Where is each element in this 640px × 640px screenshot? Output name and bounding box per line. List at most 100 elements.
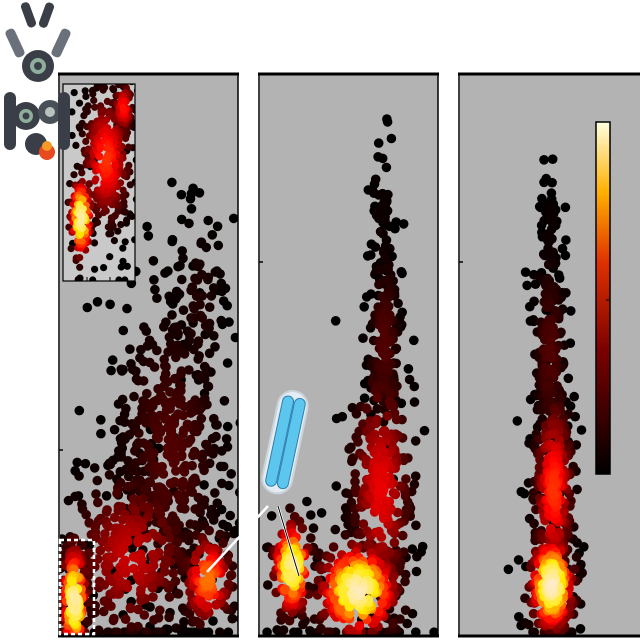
left-panel bbox=[58, 53, 257, 638]
scatter-point bbox=[106, 365, 116, 376]
scatter-point bbox=[68, 131, 76, 140]
scatter-point bbox=[102, 155, 110, 163]
scatter-point bbox=[528, 608, 539, 619]
scatter-point bbox=[100, 264, 108, 272]
scatter-point bbox=[353, 437, 363, 447]
scatter-point bbox=[534, 462, 545, 473]
scatter-point bbox=[83, 108, 91, 116]
scatter-point bbox=[400, 509, 411, 519]
scatter-point bbox=[91, 265, 99, 273]
scatter-point bbox=[328, 542, 339, 552]
scatter-point bbox=[182, 557, 192, 567]
scatter-point bbox=[155, 427, 166, 438]
scatter-point bbox=[377, 598, 388, 608]
capsule-cell-icon bbox=[261, 390, 309, 495]
scatter-point bbox=[225, 510, 235, 521]
scatter-point bbox=[105, 230, 113, 238]
scatter-point bbox=[512, 416, 523, 426]
scatter-point bbox=[72, 141, 80, 149]
scatter-point bbox=[362, 404, 372, 414]
scatter-point bbox=[140, 485, 150, 495]
scatter-point bbox=[123, 216, 131, 224]
scatter-point bbox=[165, 404, 175, 414]
scatter-point bbox=[188, 450, 198, 461]
scatter-point bbox=[184, 609, 195, 619]
scatter-point bbox=[161, 362, 171, 372]
scatter-point bbox=[90, 53, 97, 60]
scatter-point bbox=[359, 302, 370, 312]
scatter-point bbox=[190, 504, 200, 514]
scatter-point bbox=[229, 528, 238, 539]
scatter-point bbox=[411, 566, 422, 577]
scatter-point bbox=[78, 195, 86, 203]
scatter-point bbox=[67, 537, 77, 547]
scatter-point bbox=[410, 436, 421, 446]
scatter-point bbox=[544, 237, 554, 247]
scatter-point bbox=[195, 545, 205, 555]
scatter-point bbox=[234, 518, 238, 528]
scatter-point bbox=[167, 177, 177, 188]
scatter-point bbox=[529, 518, 539, 529]
scatter-point bbox=[171, 466, 181, 476]
scatter-point bbox=[373, 138, 384, 148]
scatter-point bbox=[142, 388, 152, 399]
capsule-callout bbox=[206, 390, 309, 577]
scatter-point bbox=[115, 276, 123, 281]
scatter-point bbox=[106, 253, 114, 261]
scatter-point bbox=[167, 310, 177, 320]
scatter-point bbox=[351, 409, 362, 419]
scatter-point bbox=[398, 219, 409, 229]
scatter-point bbox=[141, 326, 152, 337]
scatter-point bbox=[377, 488, 388, 498]
scatter-point bbox=[377, 541, 388, 552]
scatter-point bbox=[382, 411, 393, 421]
scatter-point bbox=[157, 461, 167, 472]
scatter-point bbox=[218, 519, 228, 530]
scatter-point bbox=[560, 250, 571, 261]
scatter-point bbox=[263, 580, 273, 590]
scatter-point bbox=[305, 626, 315, 635]
scatter-point bbox=[215, 529, 225, 540]
scatter-point bbox=[70, 603, 81, 613]
scatter-point bbox=[286, 572, 297, 583]
scatter-point bbox=[285, 503, 295, 513]
scatter-point bbox=[514, 612, 524, 622]
scatter-point bbox=[173, 328, 183, 339]
scatter-point bbox=[91, 103, 99, 111]
scatter-point bbox=[247, 566, 257, 576]
scatter-point bbox=[185, 519, 196, 529]
scatter-point bbox=[370, 242, 381, 252]
scatter-point bbox=[195, 299, 205, 310]
scatter-point bbox=[163, 347, 173, 357]
scatter-point bbox=[105, 110, 113, 118]
scatter-point bbox=[217, 286, 227, 297]
scatter-point bbox=[129, 563, 139, 574]
scatter-point bbox=[83, 616, 93, 627]
scatter-point bbox=[112, 488, 122, 499]
scatter-point bbox=[199, 361, 210, 372]
scatter-point bbox=[155, 605, 165, 616]
scatter-point bbox=[218, 296, 229, 306]
scatter-point bbox=[119, 417, 130, 428]
scatter-point bbox=[91, 489, 101, 499]
scatter-point bbox=[386, 133, 397, 144]
scatter-point bbox=[124, 143, 133, 151]
scatter-point bbox=[230, 332, 238, 343]
scatter-point bbox=[208, 283, 219, 293]
scatter-point bbox=[374, 526, 384, 537]
scatter-point bbox=[186, 204, 197, 214]
scatter-point bbox=[110, 58, 117, 65]
scatter-point bbox=[117, 263, 125, 271]
scatter-point bbox=[372, 404, 383, 414]
scatter-point bbox=[149, 275, 159, 285]
inset-frame bbox=[62, 83, 136, 282]
scatter-point bbox=[374, 384, 384, 394]
scatter-point bbox=[386, 400, 396, 411]
scatter-point bbox=[206, 291, 217, 301]
scatter-point bbox=[147, 549, 158, 560]
scatter-point bbox=[103, 627, 114, 635]
scatter-point bbox=[395, 312, 405, 322]
scatter-point bbox=[67, 245, 75, 253]
scatter-point bbox=[227, 613, 238, 624]
scatter-point bbox=[100, 529, 110, 539]
